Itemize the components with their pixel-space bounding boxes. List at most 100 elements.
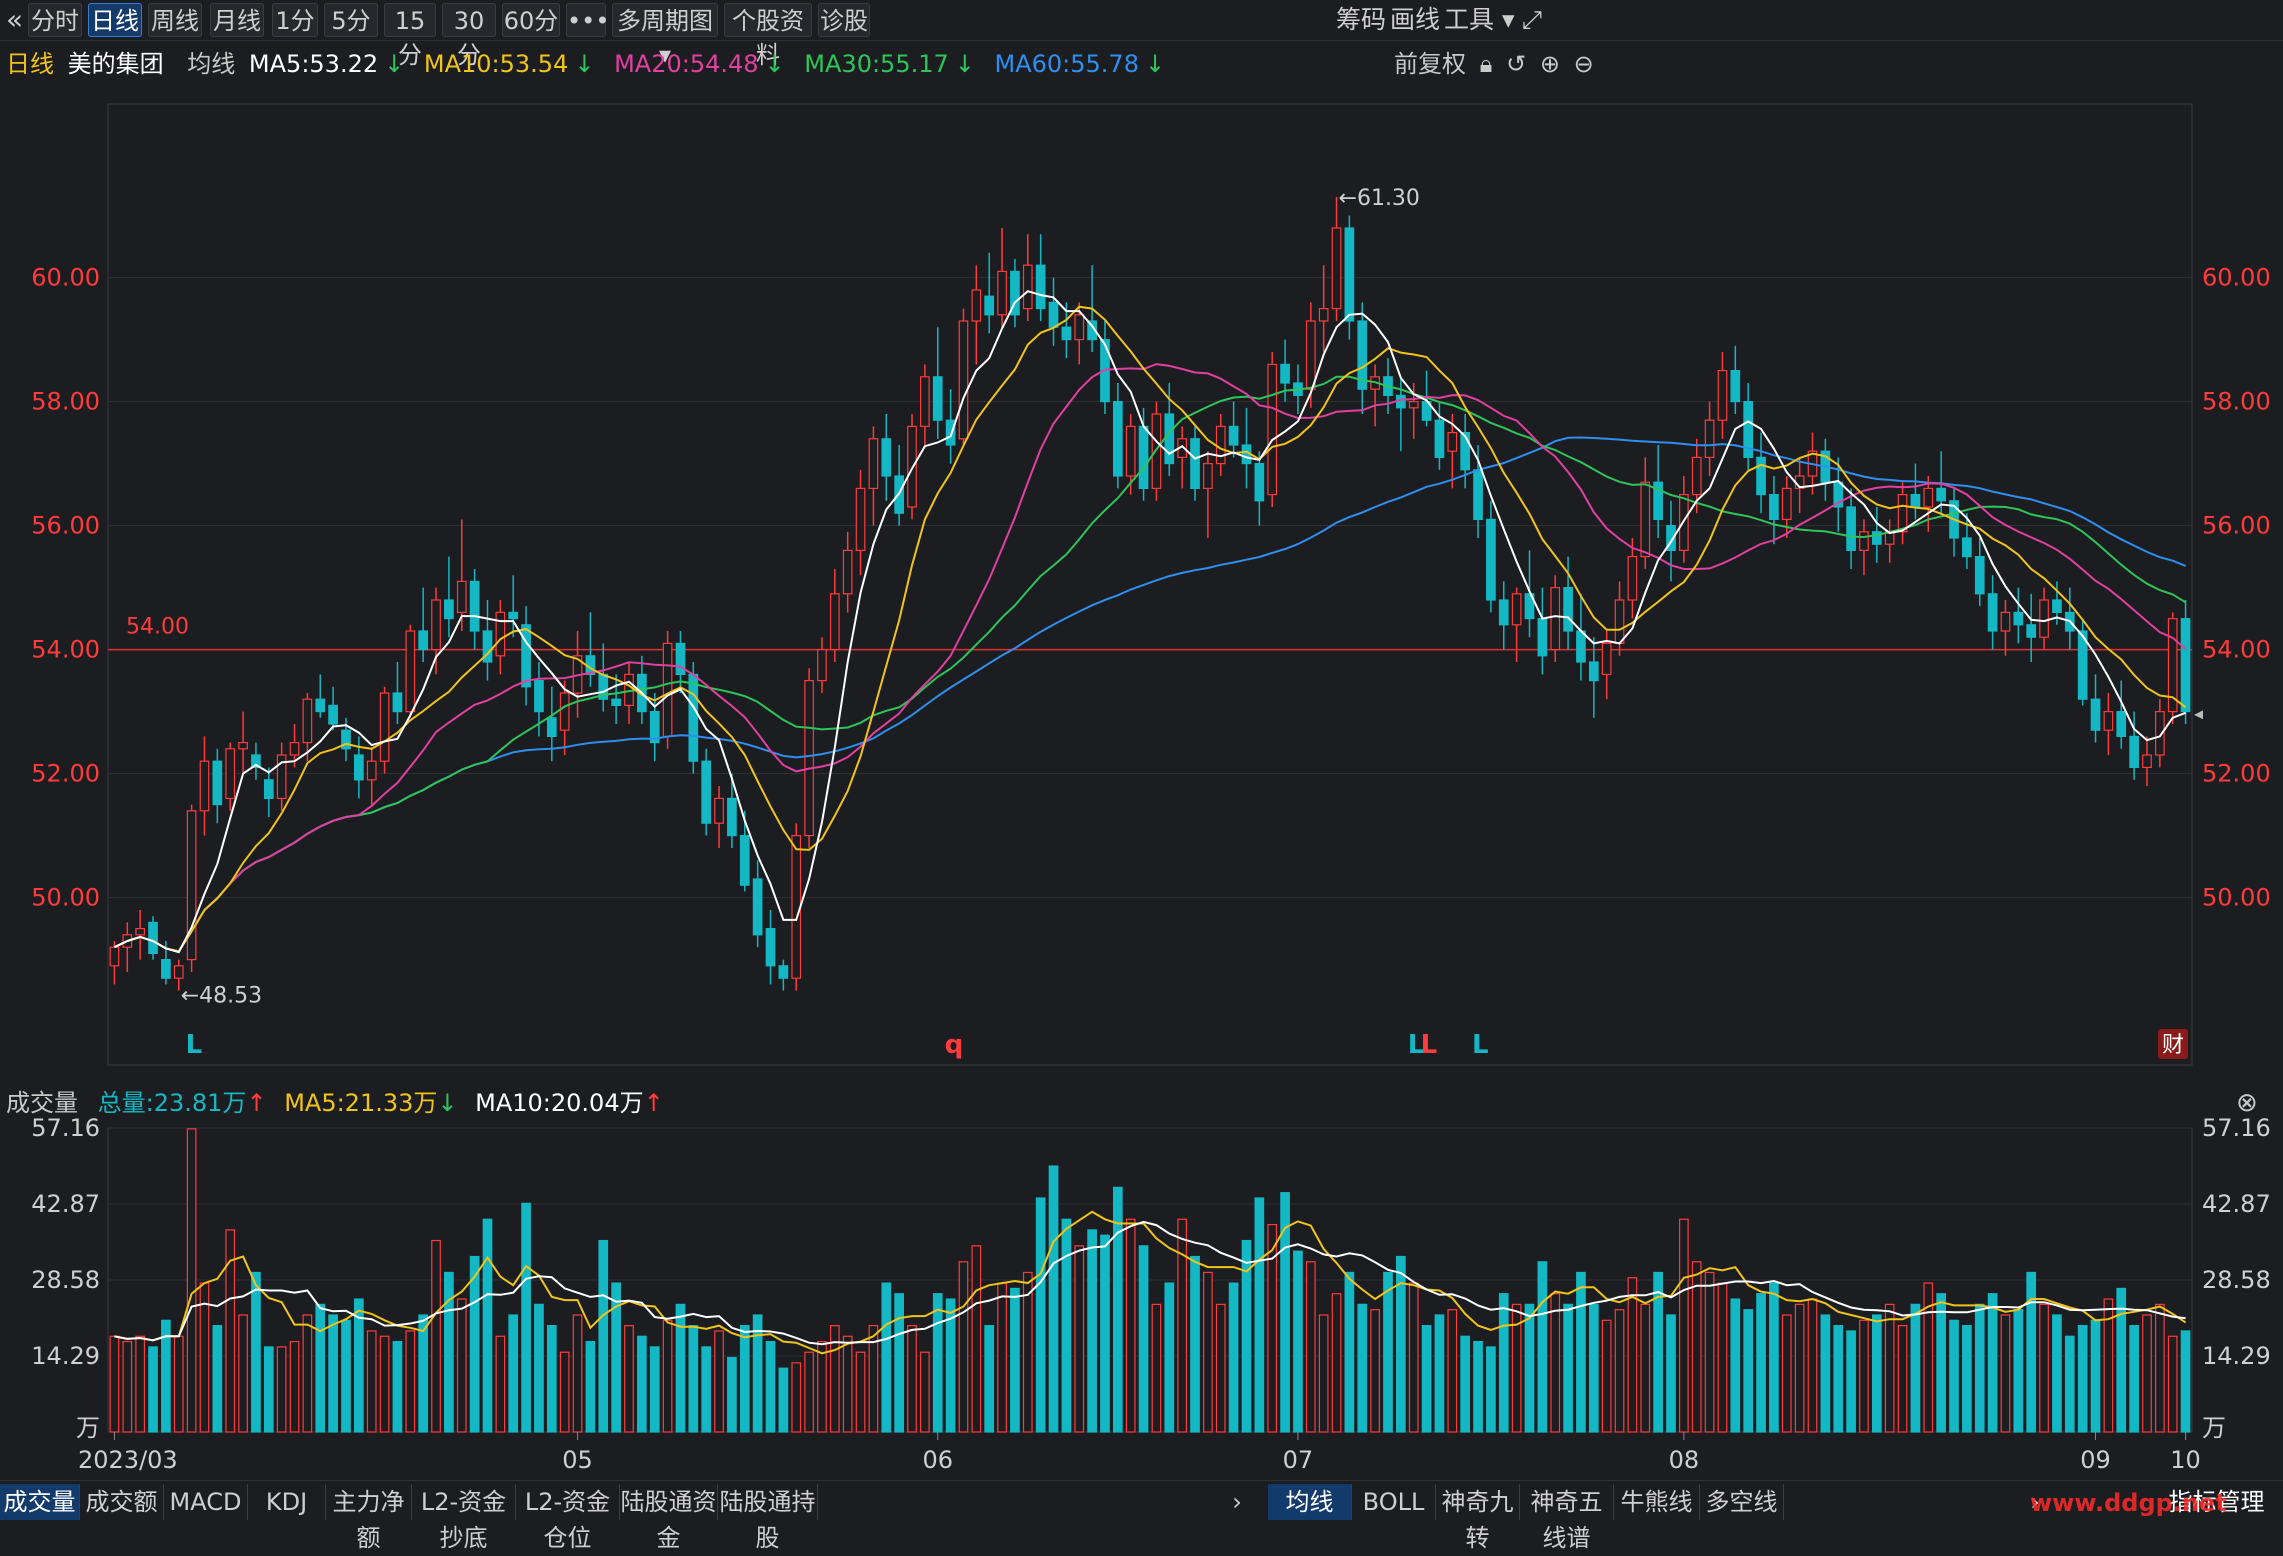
period-button-3[interactable]: 月线	[210, 3, 264, 37]
volume-bar	[1833, 1325, 1844, 1433]
candle-body	[791, 834, 802, 979]
volume-bar	[1949, 1319, 1959, 1433]
tab-left-5[interactable]: L2-资金抄底	[412, 1484, 516, 1552]
chevron-right-icon[interactable]: ›	[1232, 1488, 1242, 1516]
volume-tick-left: 万	[76, 1414, 100, 1442]
volume-bar	[894, 1293, 904, 1433]
volume-bar	[1344, 1271, 1355, 1433]
x-tick-label: 06	[922, 1446, 953, 1474]
volume-bar	[328, 1314, 338, 1433]
tab-right-5[interactable]: 多空线	[1700, 1484, 1784, 1520]
volume-bar	[444, 1271, 454, 1433]
candle-body	[1318, 308, 1329, 322]
back-icon[interactable]: «	[6, 3, 24, 36]
finance-badge: 财	[2162, 1033, 2184, 1058]
volume-bar	[1177, 1218, 1188, 1433]
candle-body	[997, 270, 1007, 316]
tab-left-1[interactable]: 成交额	[80, 1484, 164, 1520]
close-circle-icon[interactable]: ⊗	[2236, 1088, 2258, 1118]
tab-left-3[interactable]: KDJ	[248, 1484, 326, 1520]
volume-tick-left: 28.58	[31, 1266, 100, 1294]
signal-marker: q	[945, 1030, 964, 1060]
stock-info-button[interactable]: 个股资料	[724, 3, 812, 69]
volume-bar	[1022, 1271, 1033, 1433]
price-tick-right: 54.00	[2202, 636, 2271, 664]
candle-body	[1344, 227, 1355, 322]
price-frame	[107, 103, 2193, 1066]
avg-label[interactable]: 均线	[187, 50, 236, 78]
tab-left-2[interactable]: MACD	[164, 1484, 248, 1520]
volume-bar	[958, 1261, 969, 1433]
candle-body	[1627, 555, 1638, 601]
period-button-1[interactable]: 日线	[88, 3, 142, 37]
candle-body	[212, 760, 223, 806]
volume-bar	[842, 1335, 853, 1433]
period-button-8[interactable]: 60分	[502, 3, 560, 37]
candle-body	[1588, 661, 1599, 682]
volume-bar	[2103, 1298, 2114, 1433]
volume-bar	[1305, 1261, 1316, 1433]
price-tick-left: 58.00	[31, 388, 100, 416]
price-grid: 60.00 60.00 58.00 58.00 56.00 56.00 54.00 54.00…	[31, 103, 2271, 1066]
tab-right-3[interactable]: 神奇五线谱	[1520, 1484, 1614, 1552]
volume-tick-left: 14.29	[31, 1342, 100, 1370]
high-annotation: ←61.30	[1339, 186, 1420, 211]
tab-left-4[interactable]: 主力净额	[326, 1484, 412, 1552]
volume-bar	[817, 1340, 827, 1433]
volume-bar	[675, 1303, 686, 1433]
draw-line-button[interactable]: 画线	[1390, 5, 1441, 34]
candle-body	[2039, 599, 2049, 638]
candle-body	[945, 419, 956, 446]
volume-bar	[456, 1298, 467, 1433]
volume-bar	[881, 1282, 892, 1433]
lock-icon[interactable]: 🔒︎	[1479, 50, 1493, 78]
chips-button[interactable]: 筹码	[1336, 5, 1387, 34]
candle-body	[508, 611, 519, 620]
candle-body	[2026, 624, 2037, 638]
candle-body	[752, 878, 763, 936]
signal-marker: L	[186, 1030, 203, 1060]
period-button-5[interactable]: 5分	[324, 3, 378, 37]
period-button-2[interactable]: 周线	[148, 3, 202, 37]
adjust-label[interactable]: 前复权	[1394, 50, 1466, 78]
zoom-in-icon[interactable]: ⊕	[1539, 50, 1560, 78]
more-button[interactable]: •••	[566, 3, 609, 37]
tab-right-1[interactable]: BOLL	[1352, 1484, 1436, 1520]
tab-left-0[interactable]: 成交量	[0, 1484, 80, 1520]
multi-period-button[interactable]: 多周期图 ▾	[612, 3, 718, 69]
volume-bar	[2000, 1314, 2011, 1433]
chevron-down-icon: ▾	[1501, 5, 1515, 34]
indicator-manage-button[interactable]: 指标管理	[2168, 1488, 2265, 1516]
signal-marker: L	[1408, 1030, 1425, 1060]
period-button-4[interactable]: 1分	[272, 3, 318, 37]
chevron-down-icon: ▾	[658, 41, 672, 69]
tab-left-7[interactable]: 陆股通资金	[620, 1484, 718, 1552]
candle-body	[315, 698, 326, 713]
tab-left-8[interactable]: 陆股通持股	[718, 1484, 818, 1552]
volume-bar	[1807, 1298, 1818, 1433]
tab-right-0[interactable]: 均线	[1268, 1484, 1352, 1520]
period-button-6[interactable]: 15分	[384, 3, 436, 69]
volume-bar	[2039, 1303, 2049, 1433]
fullscreen-icon[interactable]: ⤢	[1522, 5, 1543, 34]
volume-bar	[1987, 1293, 1998, 1433]
tab-left-6[interactable]: L2-资金仓位	[516, 1484, 620, 1552]
volume-bar	[1267, 1223, 1278, 1433]
diagnose-button[interactable]: 诊股	[818, 3, 870, 37]
period-button-7[interactable]: 30分	[442, 3, 496, 69]
volume-bar	[1691, 1261, 1702, 1433]
tab-right-2[interactable]: 神奇九转	[1436, 1484, 1520, 1552]
period-button-0[interactable]: 分时	[28, 3, 82, 37]
zoom-out-icon[interactable]: ⊖	[1573, 50, 1594, 78]
volume-bars-group	[109, 1128, 2191, 1433]
tools-button[interactable]: 工具 ▾	[1444, 3, 1515, 37]
candle-body	[1074, 314, 1085, 341]
volume-bar	[122, 1340, 133, 1433]
tab-right-4[interactable]: 牛熊线	[1614, 1484, 1700, 1520]
chevron-right-icon[interactable]: ›	[2030, 1488, 2040, 1516]
undo-icon[interactable]: ↺	[1506, 50, 1527, 78]
candle-body	[1280, 363, 1290, 384]
volume-bar	[1370, 1309, 1380, 1433]
x-tick-label: 08	[1669, 1446, 1700, 1474]
volume-bar	[354, 1298, 364, 1433]
